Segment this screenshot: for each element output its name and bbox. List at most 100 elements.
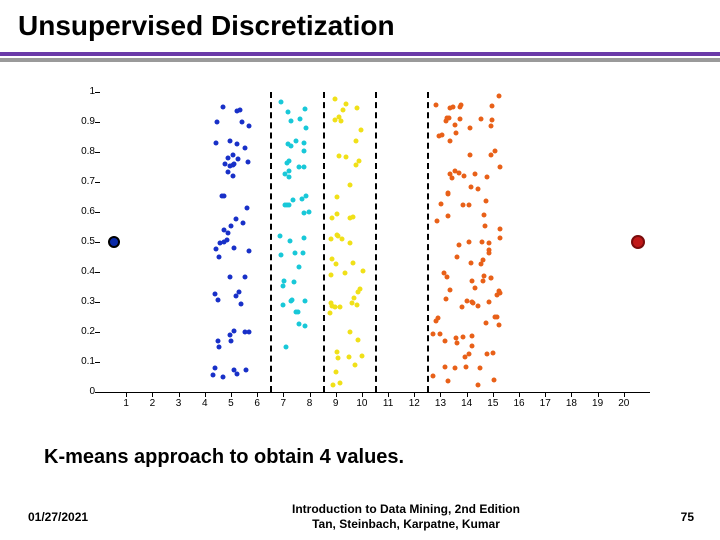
data-point	[304, 126, 309, 131]
footer-date: 01/27/2021	[28, 510, 188, 524]
ytick-label: 0.4	[55, 266, 95, 277]
data-point	[353, 363, 358, 368]
data-point	[297, 264, 302, 269]
ytick-mark	[95, 242, 100, 243]
data-point	[445, 214, 450, 219]
xtick-label: 19	[592, 398, 603, 409]
data-point	[443, 339, 448, 344]
data-point	[217, 240, 222, 245]
data-point	[455, 340, 460, 345]
footer-book-line2: Tan, Steinbach, Karpatne, Kumar	[188, 517, 624, 532]
data-point	[217, 344, 222, 349]
page-title: Unsupervised Discretization	[0, 0, 720, 42]
data-point	[228, 223, 233, 228]
data-point	[242, 274, 247, 279]
ytick-label: 0	[55, 386, 95, 397]
data-point	[336, 154, 341, 159]
data-point	[234, 141, 239, 146]
data-point	[233, 216, 238, 221]
data-point	[445, 378, 450, 383]
data-point	[221, 375, 226, 380]
xtick-label: 12	[409, 398, 420, 409]
data-point	[483, 198, 488, 203]
data-point	[240, 221, 245, 226]
ytick-mark	[95, 302, 100, 303]
data-point	[498, 291, 503, 296]
data-point	[347, 182, 352, 187]
data-point	[468, 261, 473, 266]
xtick-label: 6	[254, 398, 260, 409]
data-point	[329, 273, 334, 278]
ytick-mark	[95, 392, 100, 393]
data-point	[473, 171, 478, 176]
xtick-mark	[336, 392, 337, 397]
data-point	[489, 123, 494, 128]
ytick-mark	[95, 122, 100, 123]
data-point	[475, 304, 480, 309]
data-point	[467, 352, 472, 357]
data-point	[497, 226, 502, 231]
data-point	[340, 107, 345, 112]
data-point	[356, 338, 361, 343]
scatter-chart: 00.10.20.30.40.50.60.70.80.9112345678910…	[50, 84, 670, 424]
xtick-label: 18	[566, 398, 577, 409]
data-point	[468, 126, 473, 131]
data-point	[444, 296, 449, 301]
data-point	[348, 241, 353, 246]
ytick-label: 0.2	[55, 326, 95, 337]
data-point	[489, 276, 494, 281]
data-point	[303, 298, 308, 303]
data-point	[289, 119, 294, 124]
data-point	[296, 309, 301, 314]
data-point	[478, 365, 483, 370]
data-point	[302, 165, 307, 170]
data-point	[284, 344, 289, 349]
data-point	[354, 139, 359, 144]
data-point	[456, 170, 461, 175]
data-point	[354, 162, 359, 167]
data-point	[496, 93, 501, 98]
data-point	[360, 353, 365, 358]
data-point	[481, 273, 486, 278]
data-point	[486, 299, 491, 304]
data-point	[442, 270, 447, 275]
data-point	[335, 349, 340, 354]
data-point	[350, 215, 355, 220]
xtick-label: 14	[461, 398, 472, 409]
data-point	[462, 174, 467, 179]
data-point	[281, 284, 286, 289]
cluster-boundary-line	[427, 92, 429, 392]
data-point	[447, 139, 452, 144]
footer-page-number: 75	[624, 510, 694, 524]
data-point	[212, 292, 217, 297]
data-point	[279, 100, 284, 105]
data-point	[455, 254, 460, 259]
data-point	[481, 258, 486, 263]
data-point	[297, 165, 302, 170]
footer-book-line1: Introduction to Data Mining, 2nd Edition	[188, 502, 624, 517]
data-point	[350, 301, 355, 306]
data-point	[489, 104, 494, 109]
data-point	[492, 378, 497, 383]
data-point	[469, 334, 474, 339]
data-point	[293, 138, 298, 143]
cluster-boundary-line	[375, 92, 377, 392]
data-point	[285, 110, 290, 115]
data-point	[287, 175, 292, 180]
data-point	[435, 219, 440, 224]
data-point	[468, 184, 473, 189]
data-point	[461, 202, 466, 207]
data-point	[299, 197, 304, 202]
data-point	[283, 172, 288, 177]
xtick-label: 8	[307, 398, 313, 409]
xtick-label: 4	[202, 398, 208, 409]
data-point	[494, 314, 499, 319]
data-point	[333, 262, 338, 267]
data-point	[454, 131, 459, 136]
data-point	[480, 278, 485, 283]
data-point	[246, 249, 251, 254]
data-point	[489, 117, 494, 122]
ytick-label: 0.5	[55, 236, 95, 247]
data-point	[444, 275, 449, 280]
data-point	[332, 96, 337, 101]
